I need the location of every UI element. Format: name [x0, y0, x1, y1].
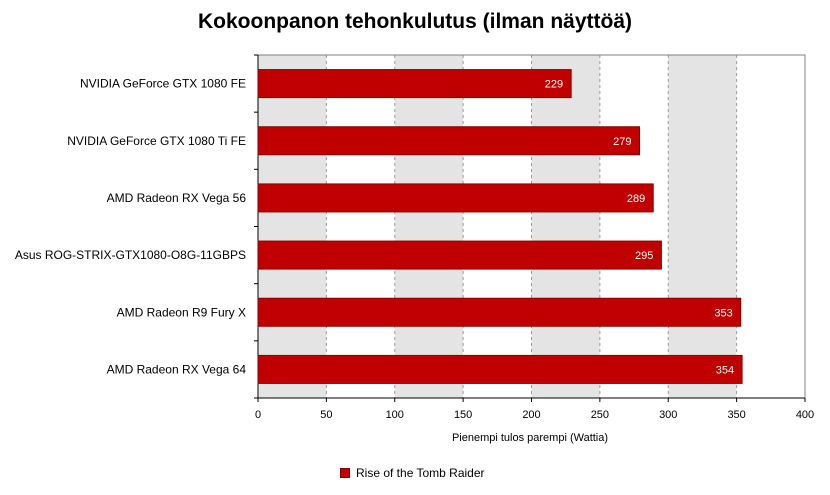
x-tick-label: 150	[454, 409, 472, 421]
bar	[257, 69, 572, 99]
plot-background	[258, 55, 805, 398]
chart-title: Kokoonpanon tehonkulutus (ilman näyttöä)	[198, 10, 632, 33]
category-labels: NVIDIA GeForce GTX 1080 FE NVIDIA GeForce…	[15, 77, 247, 377]
x-tick-label: 300	[659, 409, 677, 421]
bar	[257, 183, 654, 213]
bar-value-label: 229	[545, 79, 563, 91]
category-label: NVIDIA GeForce GTX 1080 Ti FE	[67, 134, 246, 148]
bar-value-label: 354	[716, 364, 734, 376]
x-tick-labels: 0 50 100 150 200 250 300 350 400	[255, 409, 814, 421]
legend-label: Rise of the Tomb Raider	[356, 466, 485, 480]
bar	[257, 126, 641, 156]
x-tick-label: 100	[386, 409, 404, 421]
plot-band	[258, 55, 327, 398]
category-label: AMD Radeon RX Vega 64	[107, 362, 247, 376]
x-tick-label: 200	[522, 409, 540, 421]
plot-band	[599, 55, 669, 398]
bar	[257, 240, 662, 270]
category-label: AMD Radeon RX Vega 56	[107, 191, 247, 205]
category-label: NVIDIA GeForce GTX 1080 FE	[80, 77, 246, 91]
bar	[257, 297, 742, 327]
x-tick-label: 400	[796, 409, 814, 421]
category-label: Asus ROG-STRIX-GTX1080-O8G-11GBPS	[15, 248, 246, 262]
bar-value-label: 289	[627, 193, 645, 205]
legend-swatch	[340, 468, 350, 478]
bars: 229 279 289 295 353 354	[257, 69, 743, 384]
bar-value-label: 279	[613, 136, 631, 148]
plot-band	[531, 55, 600, 398]
x-tick-label: 0	[255, 409, 261, 421]
plot-band	[463, 55, 532, 398]
plot-band	[736, 55, 805, 398]
plot-band	[668, 55, 737, 398]
bar	[257, 354, 743, 384]
x-tick-label: 50	[320, 409, 332, 421]
x-tick-label: 350	[727, 409, 745, 421]
category-label: AMD Radeon R9 Fury X	[117, 305, 246, 319]
legend: Rise of the Tomb Raider	[340, 466, 485, 480]
bar-value-label: 353	[714, 307, 732, 319]
plot-band	[326, 55, 395, 398]
x-axis-title: Pienempi tulos parempi (Wattia)	[452, 432, 608, 444]
bar-value-label: 295	[635, 250, 653, 262]
x-tick-label: 250	[591, 409, 609, 421]
plot-band	[394, 55, 464, 398]
gridlines	[254, 54, 806, 402]
